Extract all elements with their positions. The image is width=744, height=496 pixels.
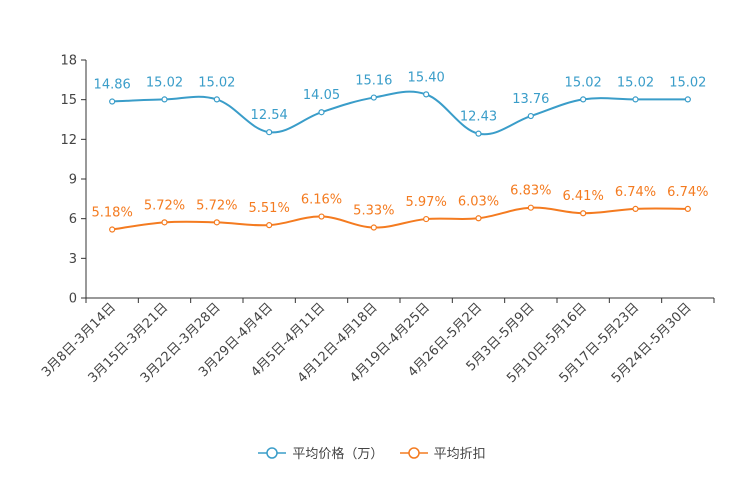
data-point[interactable] [632,205,639,212]
legend-price-label: 平均价格（万） [292,447,384,462]
y-tick-label: 9 [69,173,77,188]
data-label: 15.16 [355,74,392,89]
data-label: 5.72% [144,198,185,213]
data-label: 15.02 [669,75,706,90]
data-point[interactable] [266,222,273,229]
series-price: 14.86 15.02 15.02 12.54 14.05 15.16 15.40 12.43… [94,70,706,137]
legend-item-price[interactable]: 平均价格（万） [258,443,383,462]
data-point[interactable] [266,129,273,136]
data-label: 6.03% [458,194,499,209]
data-point[interactable] [161,96,168,103]
data-label: 6.74% [615,185,656,200]
data-label: 13.76 [512,92,549,107]
data-label: 6.74% [667,185,708,200]
series-line [112,90,688,136]
data-point[interactable] [684,205,691,212]
legend-price-icon [258,446,287,459]
data-point[interactable] [318,213,325,220]
data-point[interactable] [423,91,430,98]
legend-item-discount[interactable]: 平均折扣 [399,443,486,462]
data-point[interactable] [213,96,220,103]
data-label: 5.51% [249,201,290,216]
data-point[interactable] [632,96,639,103]
data-point[interactable] [423,215,430,223]
x-axis-ticks: 3月8日-3月14日3月15日-3月21日3月22日-3月28日3月29日-4月… [39,298,715,386]
data-label: 15.02 [565,75,602,90]
data-label: 6.41% [563,189,604,204]
data-point[interactable] [475,130,482,137]
data-point[interactable] [109,226,116,233]
data-label: 5.72% [196,198,237,213]
data-point[interactable] [580,96,587,103]
data-label: 12.43 [460,110,497,125]
data-label: 5.33% [353,204,394,219]
data-point[interactable] [109,98,116,105]
y-tick-label: 15 [60,93,77,108]
data-label: 12.54 [251,108,288,123]
data-point[interactable] [684,96,691,103]
data-point[interactable] [370,224,377,231]
data-label: 14.05 [303,88,340,103]
series-discount: 5.18% 5.72% 5.72% 5.51% 6.16% 5.33% 5.97% 6.03%… [92,184,708,233]
data-label: 5.97% [406,195,447,210]
data-label: 15.02 [146,75,183,90]
legend-discount-icon [399,446,428,459]
chart-legend: 平均价格（万） 平均折扣 [0,443,744,464]
chart-axes [85,60,714,299]
data-label: 15.02 [617,75,654,90]
chart-series: 14.86 15.02 15.02 12.54 14.05 15.16 15.40 12.43… [92,70,708,233]
data-point[interactable] [318,109,325,116]
y-axis-ticks: 0 3 6 9 12 15 18 [60,54,86,307]
data-label: 5.18% [92,206,133,221]
data-point[interactable] [475,215,482,222]
legend-discount-label: 平均折扣 [433,447,486,462]
data-point[interactable] [370,94,377,101]
y-tick-label: 6 [69,212,77,227]
data-label: 6.16% [301,193,342,208]
y-tick-label: 0 [69,292,77,307]
y-tick-label: 12 [60,133,77,148]
data-point[interactable] [580,210,587,217]
data-point[interactable] [213,219,220,226]
data-point[interactable] [527,112,534,120]
y-tick-label: 3 [69,252,77,267]
data-point[interactable] [161,219,168,226]
y-tick-label: 18 [60,54,77,69]
data-label: 15.40 [408,70,445,85]
series-line [112,206,688,231]
data-label: 14.86 [94,78,131,93]
data-label: 15.02 [198,75,235,90]
data-point[interactable] [527,204,534,211]
data-label: 6.83% [510,184,551,199]
